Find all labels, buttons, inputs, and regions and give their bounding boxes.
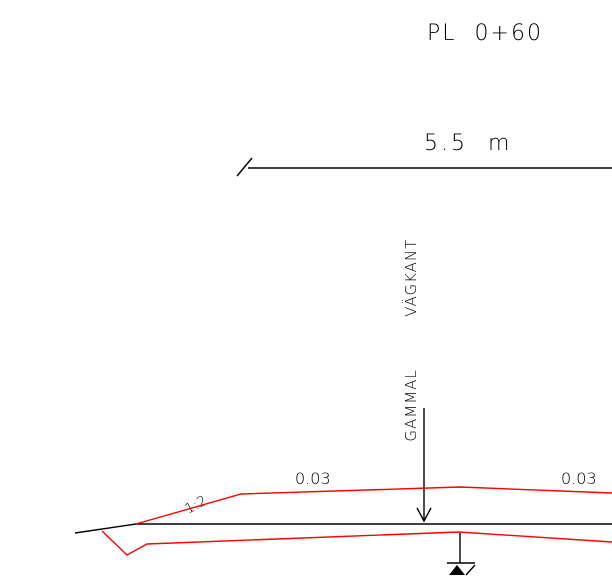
width-dimension-label: 5.5 m: [424, 131, 512, 156]
existing-ground-line: [74, 523, 612, 534]
svg-text:GAMMAL VÄGKANT: GAMMAL VÄGKANT: [401, 210, 420, 482]
road-surface-line: [135, 486, 612, 525]
section-title: PL 0+60: [427, 21, 543, 46]
new-road-section: [101, 486, 612, 556]
down-arrow-icon: [416, 408, 432, 523]
slope-label-left: 0.03: [295, 469, 331, 488]
dimension-tick-mark: [236, 157, 253, 177]
note-word-gammal: GAMMAL: [402, 369, 420, 441]
note-word-vagkant: VÄGKANT: [401, 239, 420, 317]
old-road-edge-note: GAMMAL VÄGKANT: [401, 210, 420, 482]
width-dimension-line: [236, 157, 612, 177]
side-slope-ratio-label: 1:2: [182, 493, 209, 518]
road-subgrade-line: [101, 530, 612, 556]
benchmark-triangle-icon: [447, 533, 476, 576]
slope-label-right: 0.03: [561, 469, 597, 488]
